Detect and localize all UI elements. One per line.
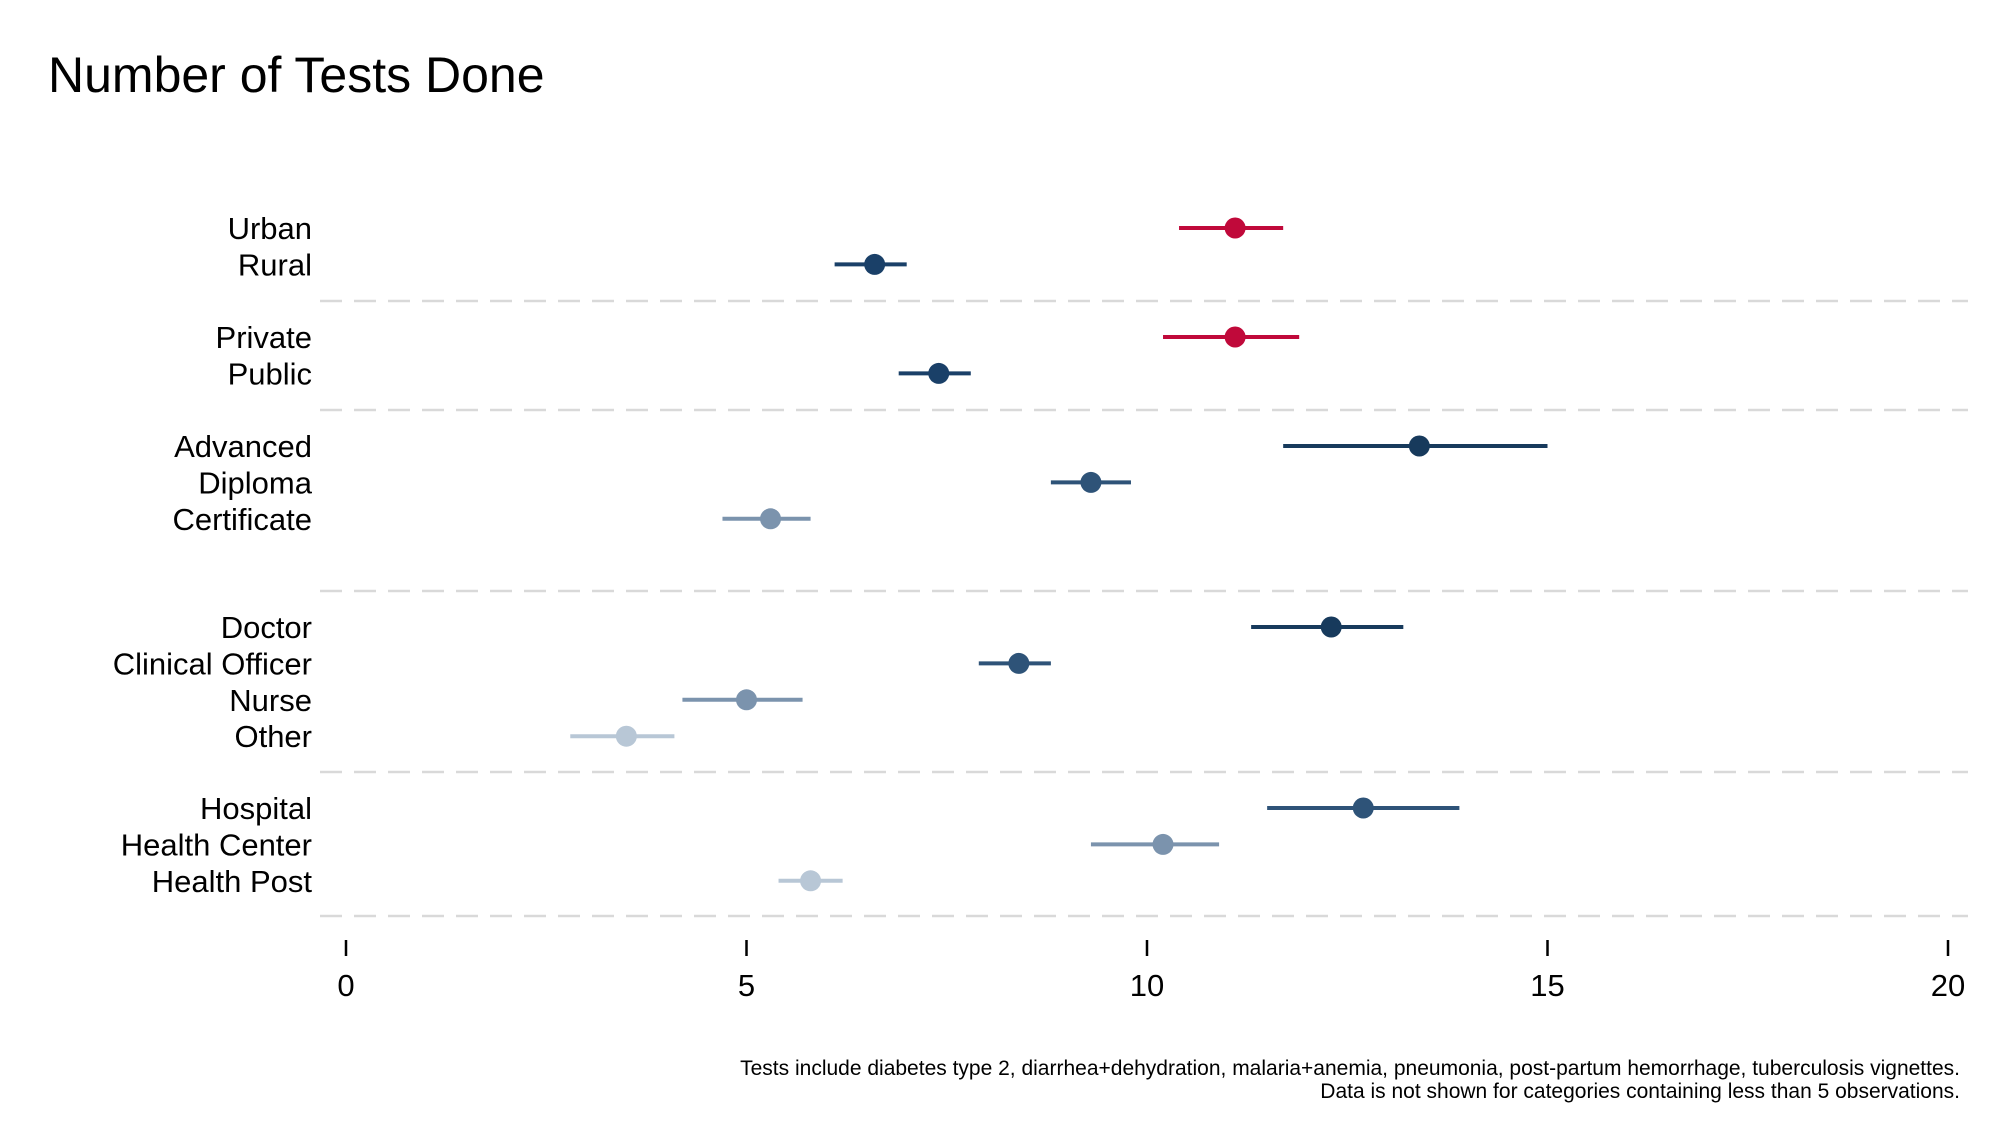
row-other: Other (234, 719, 675, 754)
category-label: Private (216, 320, 312, 355)
row-certificate: Certificate (172, 502, 811, 537)
data-point (615, 725, 637, 747)
row-health-post: Health Post (152, 864, 843, 899)
category-label: Doctor (221, 610, 312, 645)
data-point (1008, 652, 1030, 674)
category-label: Health Post (152, 864, 313, 899)
row-public: Public (228, 356, 971, 391)
data-point (1352, 797, 1374, 819)
chart-title: Number of Tests Done (48, 47, 545, 103)
data-point (1320, 616, 1342, 638)
data-point (928, 362, 950, 384)
category-label: Hospital (200, 791, 312, 826)
footnote-line-1: Tests include diabetes type 2, diarrhea+… (740, 1057, 1960, 1080)
row-rural: Rural (238, 247, 907, 282)
x-axis: 0 5 10 15 20 (337, 940, 1965, 1003)
data-point (864, 253, 886, 275)
category-label: Rural (238, 247, 312, 282)
row-nurse: Nurse (229, 683, 803, 718)
category-label: Diploma (198, 465, 312, 500)
data-point (1224, 326, 1246, 348)
row-clinical-officer: Clinical Officer (113, 646, 1051, 681)
category-label: Advanced (174, 429, 312, 464)
group-separators (320, 299, 1968, 918)
data-point (736, 689, 757, 711)
category-label: Certificate (172, 502, 312, 537)
category-label: Health Center (121, 827, 312, 862)
category-label: Public (228, 356, 312, 391)
category-label: Clinical Officer (113, 646, 312, 681)
row-urban: Urban (228, 211, 1284, 246)
data-point (1080, 471, 1102, 493)
category-label: Nurse (229, 683, 312, 718)
row-advanced: Advanced (174, 429, 1548, 464)
row-diploma: Diploma (198, 465, 1131, 500)
data-point (800, 870, 822, 892)
row-doctor: Doctor (221, 610, 1404, 645)
data-point (1224, 217, 1246, 239)
footnote-line-2: Data is not shown for categories contain… (1320, 1080, 1960, 1103)
data-point (1152, 833, 1174, 855)
data-point (760, 508, 782, 530)
x-tick-label: 5 (738, 968, 755, 1003)
x-tick-label: 10 (1130, 968, 1164, 1003)
data-point (1408, 435, 1430, 457)
x-tick-label: 20 (1931, 968, 1965, 1003)
x-tick-label: 0 (337, 968, 354, 1003)
row-hospital: Hospital (200, 791, 1460, 826)
x-tick-label: 15 (1530, 968, 1564, 1003)
row-health-center: Health Center (121, 827, 1220, 862)
category-label: Other (234, 719, 312, 754)
category-label: Urban (228, 211, 312, 246)
row-private: Private (216, 320, 1300, 355)
